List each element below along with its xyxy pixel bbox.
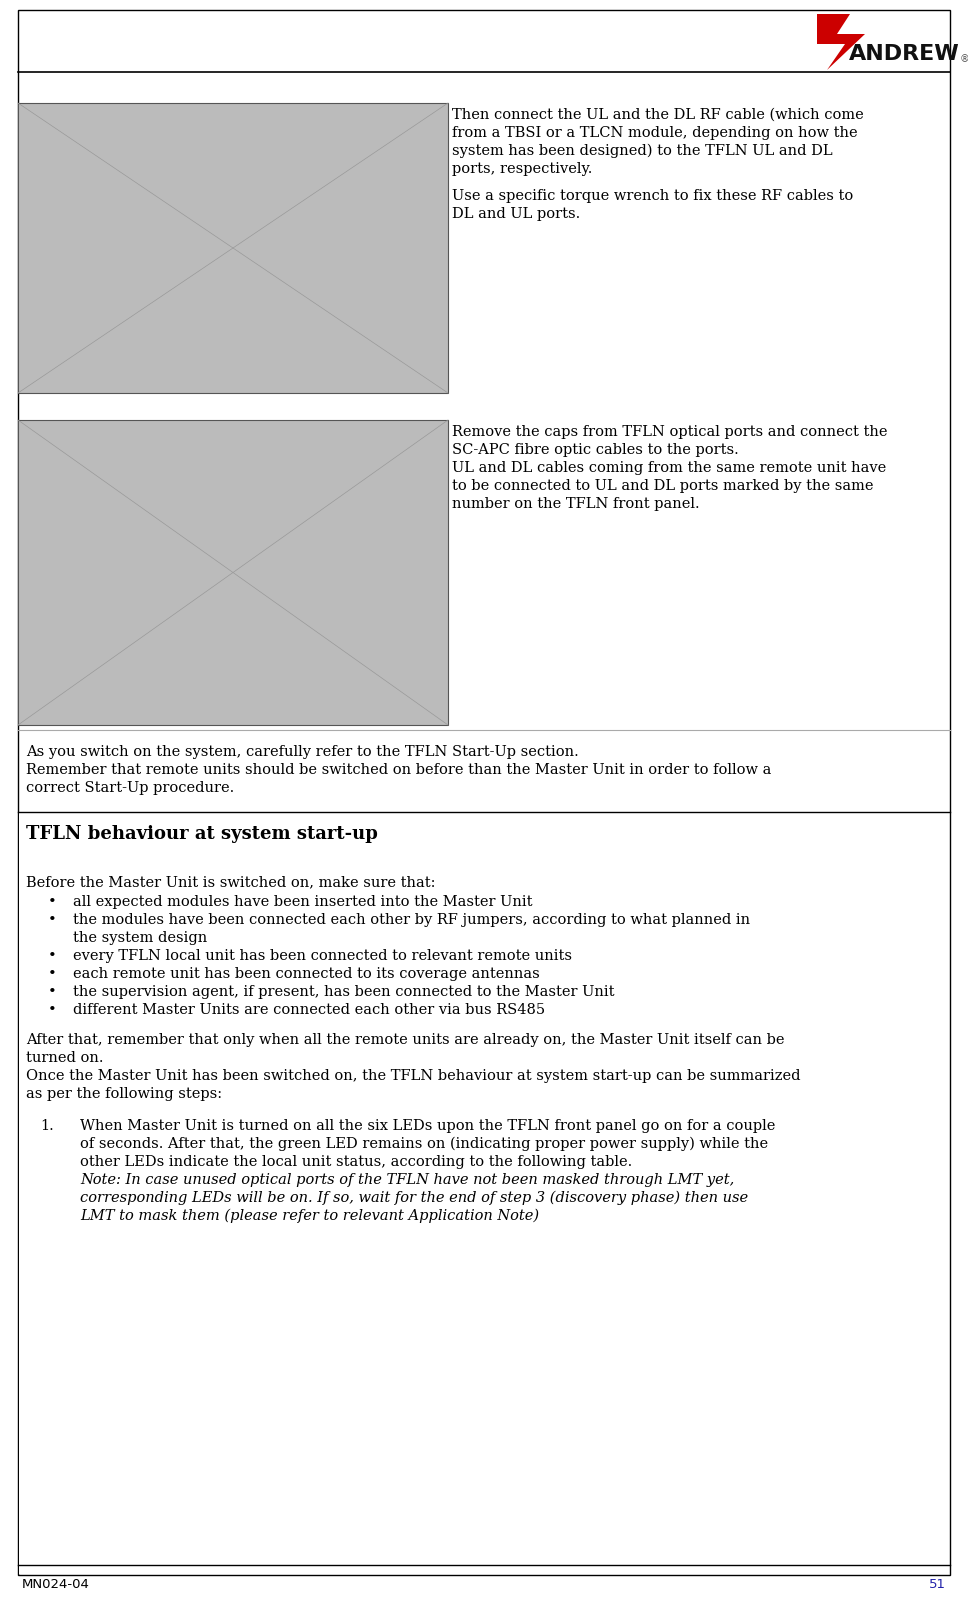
Text: all expected modules have been inserted into the Master Unit: all expected modules have been inserted … [73, 895, 532, 909]
Text: from a TBSI or a TLCN module, depending on how the: from a TBSI or a TLCN module, depending … [452, 127, 858, 140]
Text: When Master Unit is turned on all the six LEDs upon the TFLN front panel go on f: When Master Unit is turned on all the si… [80, 1120, 775, 1132]
Text: Before the Master Unit is switched on, make sure that:: Before the Master Unit is switched on, m… [26, 876, 436, 889]
Text: every TFLN local unit has been connected to relevant remote units: every TFLN local unit has been connected… [73, 950, 572, 962]
Text: the modules have been connected each other by RF jumpers, according to what plan: the modules have been connected each oth… [73, 913, 750, 927]
Text: Remember that remote units should be switched on before than the Master Unit in : Remember that remote units should be swi… [26, 764, 771, 776]
Text: SC-APC fibre optic cables to the ports.: SC-APC fibre optic cables to the ports. [452, 443, 739, 457]
Text: correct Start-Up procedure.: correct Start-Up procedure. [26, 781, 234, 796]
Text: ports, respectively.: ports, respectively. [452, 162, 592, 176]
Text: each remote unit has been connected to its coverage antennas: each remote unit has been connected to i… [73, 967, 540, 982]
Text: the system design: the system design [73, 930, 207, 945]
Text: to be connected to UL and DL ports marked by the same: to be connected to UL and DL ports marke… [452, 480, 873, 492]
Text: UL and DL cables coming from the same remote unit have: UL and DL cables coming from the same re… [452, 460, 887, 475]
Text: Then connect the UL and the DL RF cable (which come: Then connect the UL and the DL RF cable … [452, 107, 863, 122]
Text: ®: ® [960, 55, 968, 64]
Text: 1.: 1. [40, 1120, 54, 1132]
Text: MN024-04: MN024-04 [22, 1578, 90, 1591]
Text: TFLN behaviour at system start-up: TFLN behaviour at system start-up [26, 824, 378, 844]
Text: After that, remember that only when all the remote units are already on, the Mas: After that, remember that only when all … [26, 1033, 784, 1047]
Text: As you switch on the system, carefully refer to the TFLN Start-Up section.: As you switch on the system, carefully r… [26, 744, 579, 759]
Text: system has been designed) to the TFLN UL and DL: system has been designed) to the TFLN UL… [452, 144, 832, 159]
Text: LMT to mask them (please refer to relevant Application Note): LMT to mask them (please refer to releva… [80, 1209, 539, 1224]
Text: corresponding LEDs will be on. If so, wait for the end of step 3 (discovery phas: corresponding LEDs will be on. If so, wa… [80, 1192, 748, 1205]
Text: Remove the caps from TFLN optical ports and connect the: Remove the caps from TFLN optical ports … [452, 425, 888, 439]
Text: of seconds. After that, the green LED remains on (indicating proper power supply: of seconds. After that, the green LED re… [80, 1137, 769, 1152]
Text: as per the following steps:: as per the following steps: [26, 1088, 222, 1100]
Text: •: • [48, 1002, 57, 1017]
Text: the supervision agent, if present, has been connected to the Master Unit: the supervision agent, if present, has b… [73, 985, 615, 999]
Text: Use a specific torque wrench to fix these RF cables to: Use a specific torque wrench to fix thes… [452, 189, 853, 204]
Text: •: • [48, 985, 57, 999]
Text: 51: 51 [929, 1578, 946, 1591]
Text: DL and UL ports.: DL and UL ports. [452, 207, 580, 221]
Text: Note: In case unused optical ports of the TFLN have not been masked through LMT : Note: In case unused optical ports of th… [80, 1173, 735, 1187]
Text: •: • [48, 895, 57, 909]
Text: number on the TFLN front panel.: number on the TFLN front panel. [452, 497, 700, 512]
Text: different Master Units are connected each other via bus RS485: different Master Units are connected eac… [73, 1002, 545, 1017]
Bar [18, 103, 448, 393]
Text: turned on.: turned on. [26, 1051, 104, 1065]
Polygon shape [817, 14, 865, 71]
Bar [19, 813, 949, 1574]
Text: •: • [48, 913, 57, 927]
Text: •: • [48, 967, 57, 982]
Text: ANDREW: ANDREW [849, 43, 960, 64]
Text: other LEDs indicate the local unit status, according to the following table.: other LEDs indicate the local unit statu… [80, 1155, 632, 1169]
Text: •: • [48, 950, 57, 962]
Bar [18, 420, 448, 725]
Text: Once the Master Unit has been switched on, the TFLN behaviour at system start-up: Once the Master Unit has been switched o… [26, 1068, 801, 1083]
